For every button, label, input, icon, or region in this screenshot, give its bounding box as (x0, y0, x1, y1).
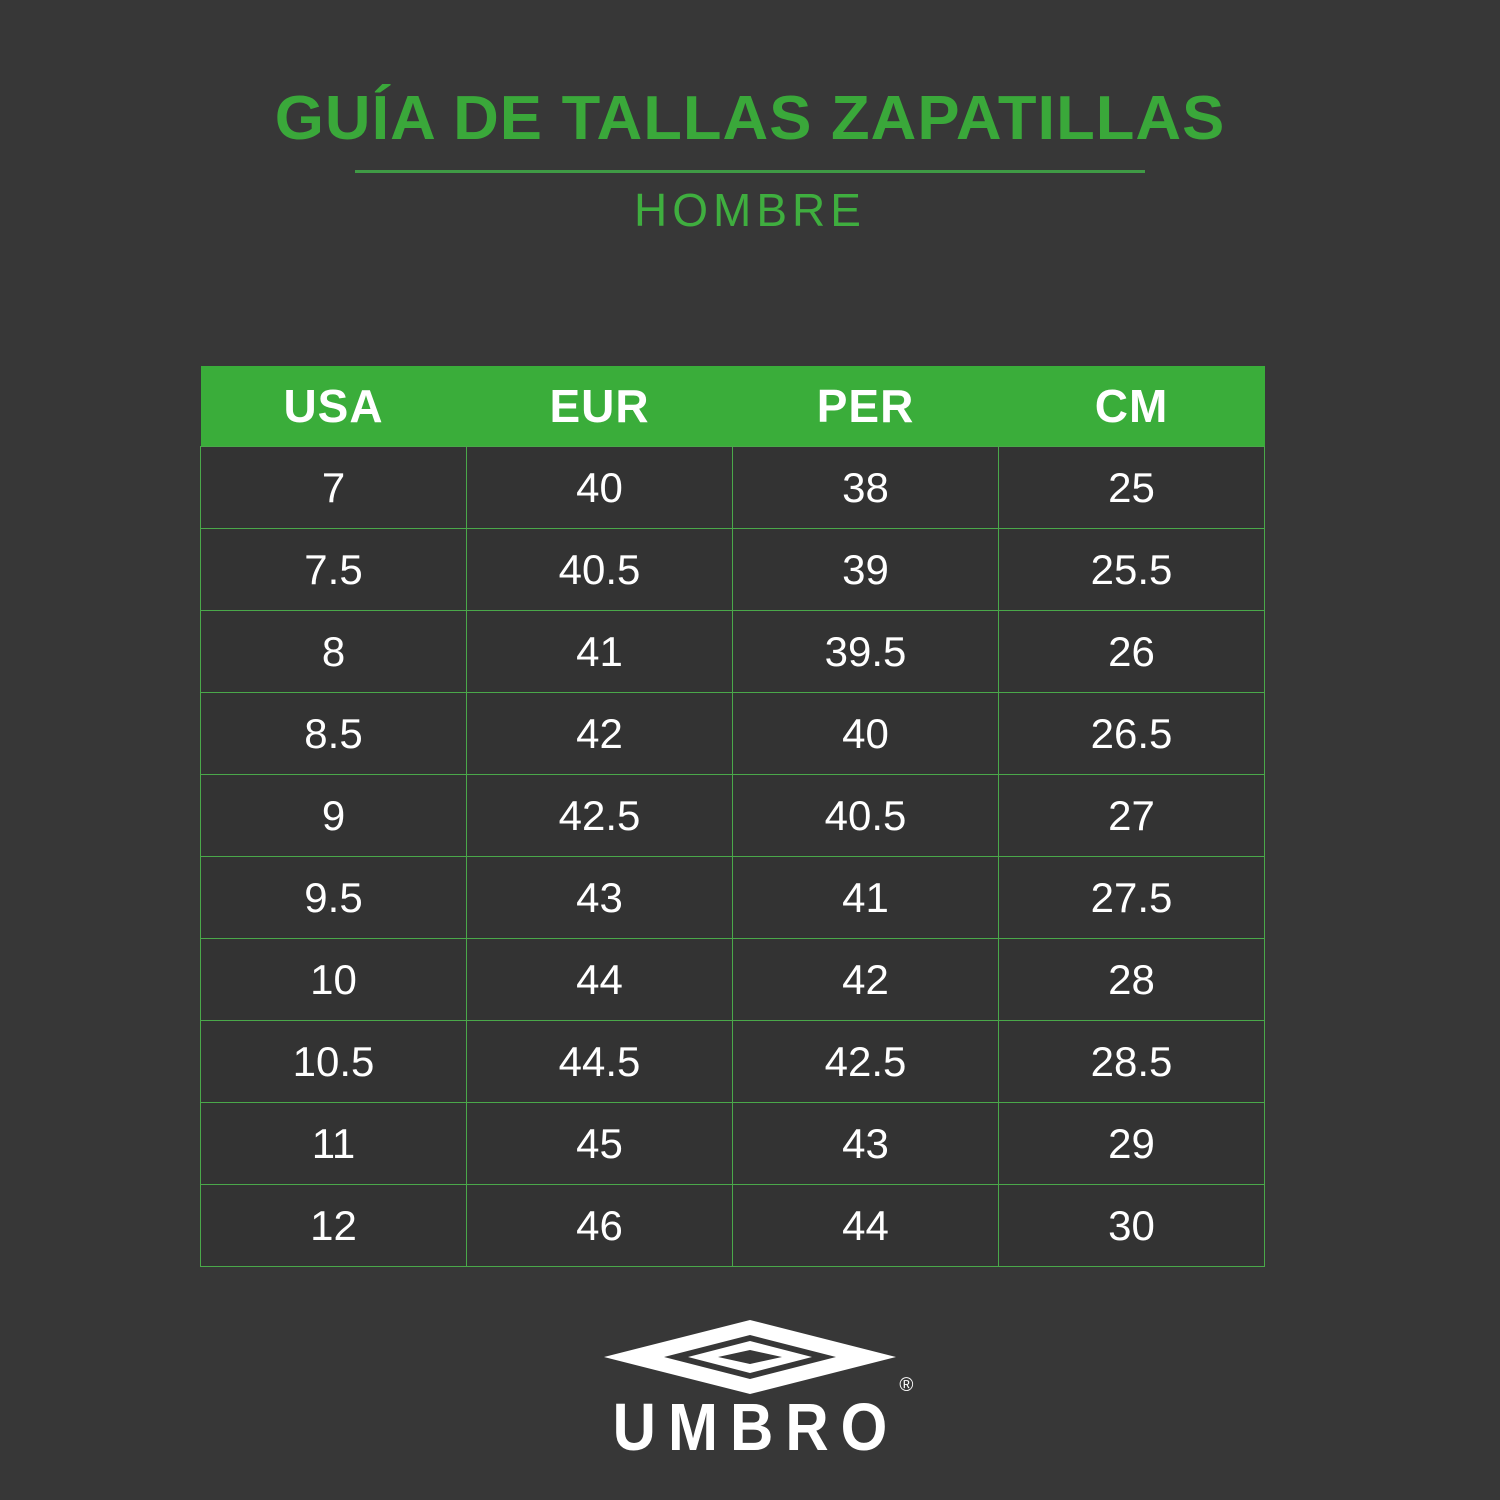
cell-usa: 11 (200, 1102, 467, 1185)
cell-cm: 29 (998, 1102, 1265, 1185)
cell-eur: 44 (466, 938, 733, 1021)
cell-cm: 25.5 (998, 528, 1265, 611)
brand-wordmark: UMBRO (612, 1389, 900, 1465)
cell-eur: 43 (466, 856, 733, 939)
cell-usa: 8 (200, 610, 467, 693)
size-chart-container: USA EUR PER CM 7 40 38 25 7.5 40.5 39 25… (200, 366, 1265, 1267)
cell-per: 40 (732, 692, 999, 775)
cell-per: 39 (732, 528, 999, 611)
brand-wordmark-row: UMBRO ® (601, 1376, 914, 1461)
table-row: 12 46 44 30 (200, 1184, 1265, 1267)
cell-cm: 26.5 (998, 692, 1265, 775)
cell-eur: 42.5 (466, 774, 733, 857)
cell-cm: 25 (998, 446, 1265, 529)
page-subtitle: HOMBRE (634, 184, 866, 236)
title-divider (355, 170, 1145, 173)
table-header-row: USA EUR PER CM (200, 366, 1265, 447)
cell-usa: 8.5 (200, 692, 467, 775)
table-row: 10 44 42 28 (200, 938, 1265, 1021)
table-row: 7.5 40.5 39 25.5 (200, 528, 1265, 611)
table-row: 11 45 43 29 (200, 1102, 1265, 1185)
cell-eur: 44.5 (466, 1020, 733, 1103)
cell-eur: 46 (466, 1184, 733, 1267)
table-header: USA EUR PER CM (200, 366, 1265, 447)
cell-eur: 40.5 (466, 528, 733, 611)
cell-eur: 45 (466, 1102, 733, 1185)
column-header-cm: CM (998, 366, 1265, 447)
cell-cm: 26 (998, 610, 1265, 693)
cell-cm: 30 (998, 1184, 1265, 1267)
umbro-double-diamond-icon (604, 1320, 896, 1394)
table-row: 9.5 43 41 27.5 (200, 856, 1265, 939)
table-body: 7 40 38 25 7.5 40.5 39 25.5 8 41 39.5 26… (200, 446, 1265, 1267)
cell-cm: 27 (998, 774, 1265, 857)
header-block: GUÍA DE TALLAS ZAPATILLAS HOMBRE (0, 84, 1500, 236)
column-header-per: PER (732, 366, 999, 447)
table-row: 7 40 38 25 (200, 446, 1265, 529)
cell-usa: 7 (200, 446, 467, 529)
page-title: GUÍA DE TALLAS ZAPATILLAS (274, 84, 1226, 153)
table-row: 8 41 39.5 26 (200, 610, 1265, 693)
cell-usa: 12 (200, 1184, 467, 1267)
cell-usa: 9.5 (200, 856, 467, 939)
cell-cm: 27.5 (998, 856, 1265, 939)
cell-per: 41 (732, 856, 999, 939)
table-row: 9 42.5 40.5 27 (200, 774, 1265, 857)
size-chart-table: USA EUR PER CM 7 40 38 25 7.5 40.5 39 25… (200, 366, 1265, 1267)
cell-per: 44 (732, 1184, 999, 1267)
cell-cm: 28 (998, 938, 1265, 1021)
registered-trademark-icon: ® (899, 1375, 914, 1396)
column-header-eur: EUR (466, 366, 733, 447)
table-row: 10.5 44.5 42.5 28.5 (200, 1020, 1265, 1103)
cell-per: 43 (732, 1102, 999, 1185)
cell-per: 40.5 (732, 774, 999, 857)
cell-per: 42 (732, 938, 999, 1021)
cell-eur: 40 (466, 446, 733, 529)
cell-usa: 10.5 (200, 1020, 467, 1103)
cell-per: 38 (732, 446, 999, 529)
cell-eur: 41 (466, 610, 733, 693)
cell-usa: 10 (200, 938, 467, 1021)
column-header-usa: USA (200, 366, 467, 447)
cell-per: 42.5 (732, 1020, 999, 1103)
table-row: 8.5 42 40 26.5 (200, 692, 1265, 775)
cell-cm: 28.5 (998, 1020, 1265, 1103)
cell-usa: 9 (200, 774, 467, 857)
cell-per: 39.5 (732, 610, 999, 693)
brand-logo: UMBRO ® (0, 1318, 1500, 1461)
cell-eur: 42 (466, 692, 733, 775)
cell-usa: 7.5 (200, 528, 467, 611)
